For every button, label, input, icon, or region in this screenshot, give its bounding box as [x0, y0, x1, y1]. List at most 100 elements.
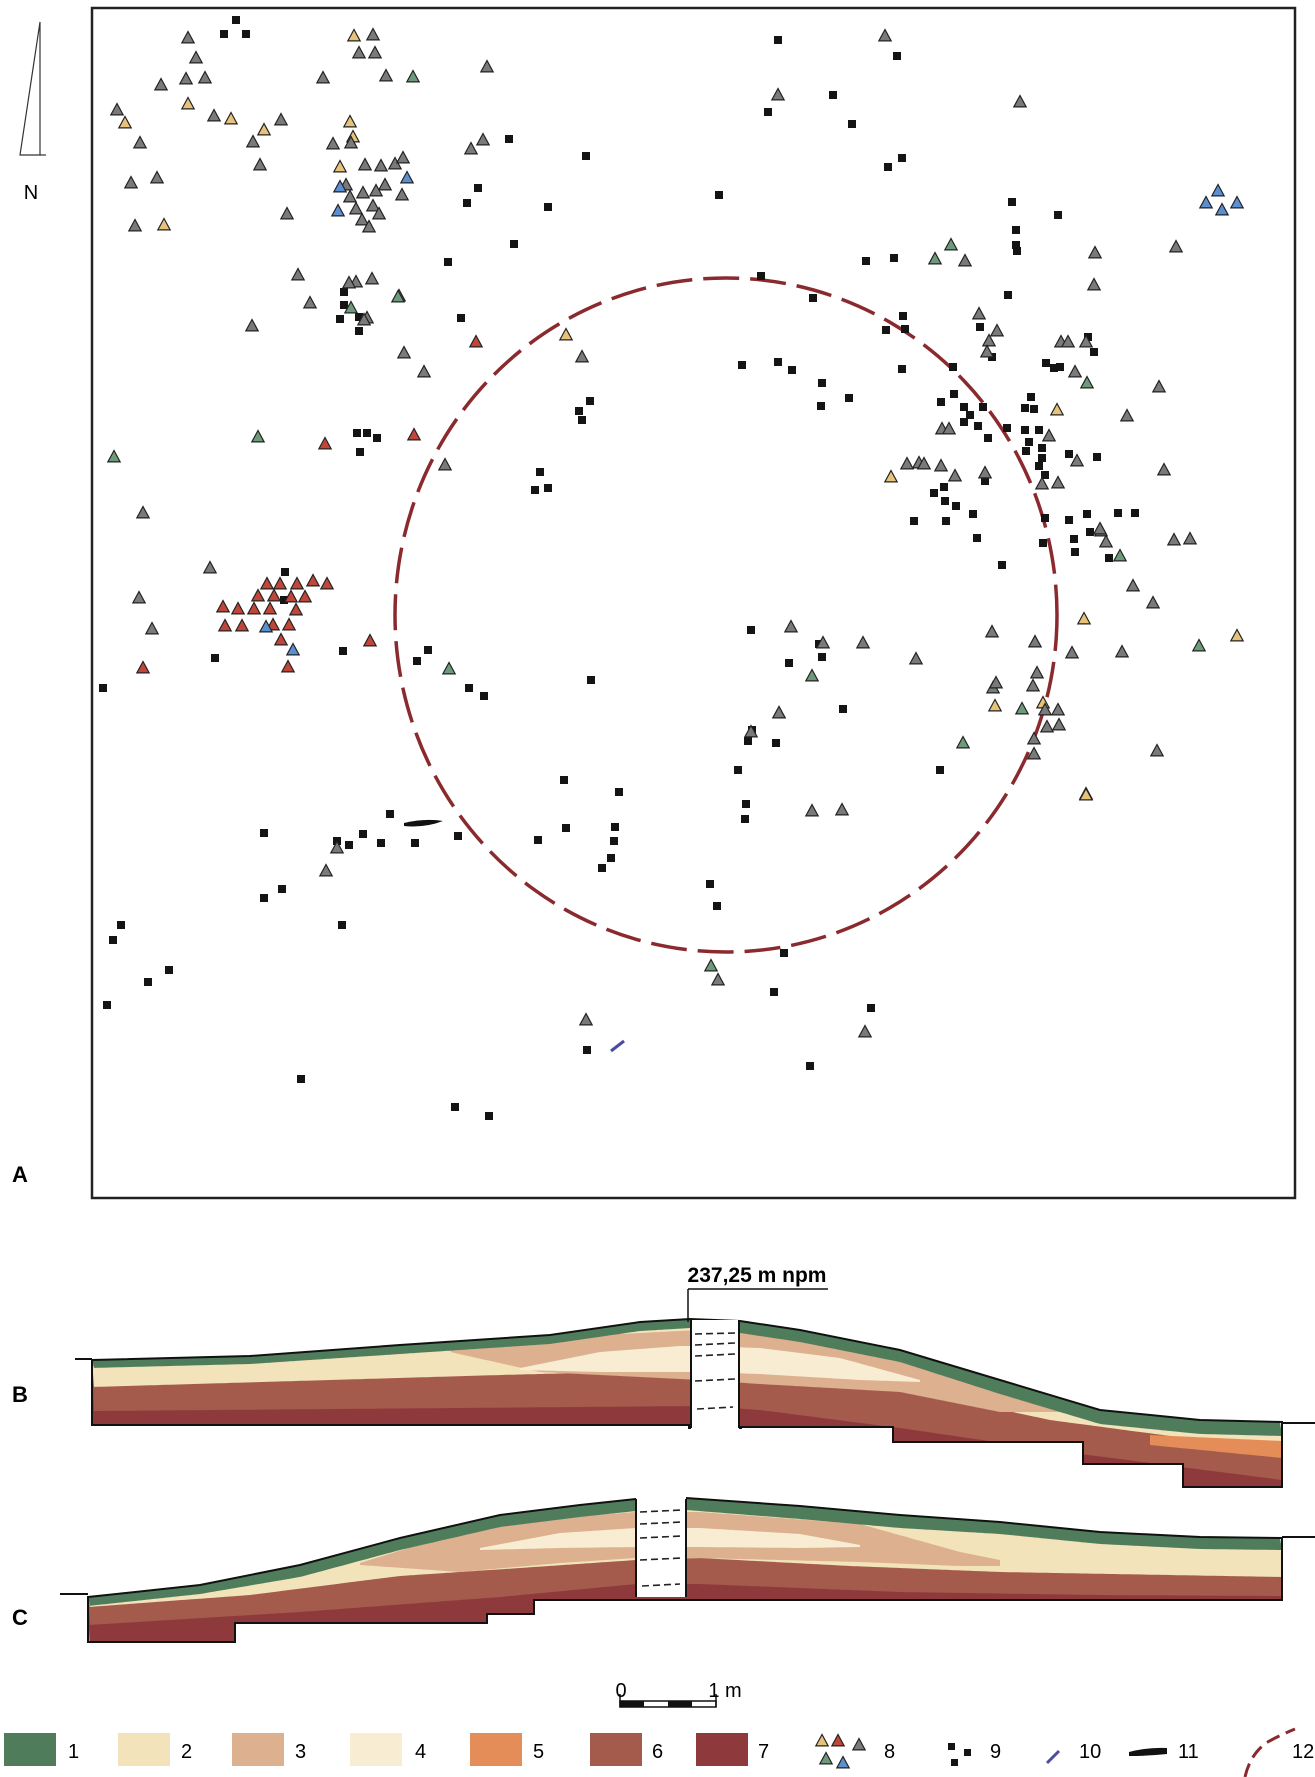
legend-label-6: 6: [652, 1741, 663, 1763]
find-square: [738, 361, 746, 369]
find-square: [937, 398, 945, 406]
find-square: [901, 325, 909, 333]
find-triangle-grey: [357, 157, 373, 171]
find-triangle-grey: [1037, 702, 1053, 716]
find-triangle-yellow: [332, 159, 348, 173]
legend-swatch-4: [350, 1733, 402, 1766]
find-square: [454, 832, 462, 840]
find-square: [575, 407, 583, 415]
find-triangle-grey: [1078, 334, 1094, 348]
find-triangle-yellow: [342, 114, 358, 128]
find-square: [336, 315, 344, 323]
find-square: [742, 800, 750, 808]
find-triangle-grey: [188, 50, 204, 64]
find-triangle-grey: [1166, 532, 1182, 546]
find-square: [1090, 348, 1098, 356]
find-square: [1065, 516, 1073, 524]
legend-swatch-3: [232, 1733, 284, 1766]
mound-ring-dashed: [393, 276, 1059, 954]
find-triangle-green: [250, 429, 266, 443]
legend-label-1: 1: [68, 1741, 79, 1763]
find-triangle-grey: [1114, 644, 1130, 658]
find-square: [562, 824, 570, 832]
find-square: [505, 135, 513, 143]
find-square: [359, 830, 367, 838]
find-square: [1012, 226, 1020, 234]
scale-bar: [619, 1694, 717, 1708]
find-square: [220, 30, 228, 38]
find-triangle-yellow: [223, 111, 239, 125]
find-triangle-grey: [135, 505, 151, 519]
find-triangle-yellow: [987, 698, 1003, 712]
find-triangle-red: [297, 589, 313, 603]
legend-find-triangle-yellow: [814, 1733, 830, 1747]
find-triangle-grey: [984, 624, 1000, 638]
find-triangle-grey: [132, 135, 148, 149]
find-triangle-grey: [899, 456, 915, 470]
find-triangle-grey: [342, 189, 358, 203]
find-triangle-grey: [1149, 743, 1165, 757]
find-triangle-red: [272, 576, 288, 590]
find-square: [260, 894, 268, 902]
find-triangle-yellow: [1078, 787, 1094, 801]
find-triangle-grey: [1027, 634, 1043, 648]
find-triangle-green: [405, 69, 421, 83]
north-arrow: [19, 21, 46, 156]
find-square: [960, 403, 968, 411]
find-square: [444, 258, 452, 266]
north-label: N: [24, 182, 38, 204]
find-triangle-green: [1014, 701, 1030, 715]
find-square: [976, 323, 984, 331]
find-triangle-red: [281, 617, 297, 631]
find-square: [510, 240, 518, 248]
find-triangle-green: [955, 735, 971, 749]
find-triangle-grey: [1086, 277, 1102, 291]
find-triangle-grey: [302, 295, 318, 309]
find-triangle-blue: [1198, 195, 1214, 209]
find-triangle-grey: [373, 158, 389, 172]
find-square: [809, 294, 817, 302]
find-square: [377, 839, 385, 847]
find-square: [829, 91, 837, 99]
find-square: [774, 36, 782, 44]
section-c: [60, 1496, 1315, 1643]
find-triangle-grey: [1050, 702, 1066, 716]
find-square: [474, 184, 482, 192]
legend-label-11: 11: [1178, 1741, 1199, 1763]
find-triangle-grey: [109, 102, 125, 116]
find-triangle-grey: [371, 206, 387, 220]
find-square: [780, 949, 788, 957]
find-square: [713, 902, 721, 910]
find-triangle-grey: [395, 150, 411, 164]
panel-b-label: B: [12, 1382, 28, 1407]
find-square: [862, 257, 870, 265]
find-square: [610, 837, 618, 845]
find-square: [1022, 447, 1030, 455]
find-triangle-grey: [367, 45, 383, 59]
find-square: [942, 517, 950, 525]
find-triangle-grey: [396, 345, 412, 359]
find-square: [411, 839, 419, 847]
find-triangle-green: [343, 300, 359, 314]
section-b-trench: [690, 1320, 740, 1430]
find-triangle-red: [468, 334, 484, 348]
find-triangle-green: [943, 237, 959, 251]
find-triangle-green: [1112, 548, 1128, 562]
find-triangle-grey: [877, 28, 893, 42]
find-square: [281, 568, 289, 576]
find-square: [103, 1001, 111, 1009]
find-triangle-green: [703, 958, 719, 972]
find-triangle-grey: [123, 175, 139, 189]
find-square: [355, 313, 363, 321]
find-square: [278, 885, 286, 893]
scale-one-label: 1 m: [708, 1680, 741, 1702]
find-triangle-grey: [1151, 379, 1167, 393]
find-triangle-green: [804, 668, 820, 682]
find-triangle-red: [273, 632, 289, 646]
find-square: [355, 327, 363, 335]
find-triangle-yellow: [117, 115, 133, 129]
find-triangle-red: [288, 602, 304, 616]
find-square: [770, 988, 778, 996]
find-square: [463, 199, 471, 207]
